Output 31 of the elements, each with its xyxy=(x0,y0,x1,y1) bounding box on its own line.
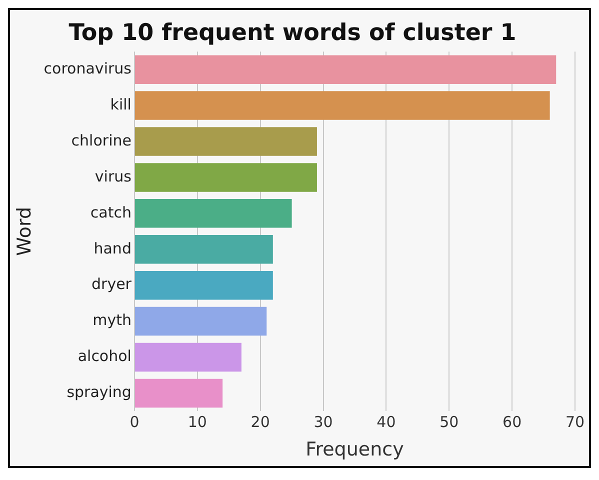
y-tick-label: chlorine xyxy=(71,131,132,150)
bar xyxy=(134,306,267,336)
chart-title: Top 10 frequent words of cluster 1 xyxy=(68,20,516,46)
y-tick-label: alcohol xyxy=(78,347,132,366)
y-tick-label: hand xyxy=(94,239,132,258)
x-tick-label: 70 xyxy=(565,413,585,432)
y-tick-label: dryer xyxy=(92,275,132,294)
bar xyxy=(134,163,317,192)
bar xyxy=(134,91,550,120)
y-tick-label: coronavirus xyxy=(44,59,132,78)
y-tick-label: spraying xyxy=(66,383,132,402)
y-axis-title: Word xyxy=(13,206,36,256)
x-axis-title: Frequency xyxy=(306,438,404,461)
bar xyxy=(134,342,242,372)
y-tick-label: kill xyxy=(110,95,132,114)
bar xyxy=(134,378,223,408)
x-tick-label: 10 xyxy=(188,413,207,432)
x-tick-label: 30 xyxy=(314,413,333,432)
y-tick-label: catch xyxy=(90,203,132,222)
bar xyxy=(134,199,292,228)
x-tick-label: 0 xyxy=(130,413,140,432)
y-tick-label: virus xyxy=(94,167,132,186)
y-tick-label: myth xyxy=(92,311,132,330)
x-tick-label: 40 xyxy=(376,413,396,432)
bar xyxy=(134,127,317,156)
x-tick-label: 50 xyxy=(440,413,459,432)
bar xyxy=(134,55,556,84)
bar xyxy=(134,270,273,300)
bar xyxy=(134,234,273,264)
x-tick-label: 20 xyxy=(250,413,270,432)
x-tick-label: 60 xyxy=(502,413,522,432)
